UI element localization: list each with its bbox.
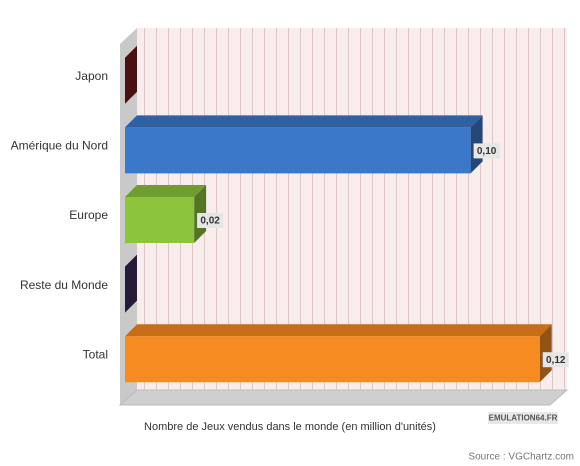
value-label: 0,10 (477, 146, 497, 157)
bar-front (125, 336, 540, 383)
value-label: 0,02 (200, 216, 220, 227)
bar (125, 45, 137, 104)
bar (125, 115, 483, 174)
logo: EMULATION64.FR (489, 414, 558, 423)
bar-top (125, 324, 552, 337)
y-tick-label: Amérique du Nord (11, 139, 108, 153)
logo-box (488, 412, 558, 424)
value-label-box (542, 352, 569, 368)
y-tick-label: Japon (75, 69, 108, 83)
plot-floor (118, 389, 569, 406)
value-label-box (197, 213, 224, 228)
value-label-box (473, 143, 500, 159)
bar-side (125, 254, 137, 313)
bar (125, 185, 207, 243)
bar-side (125, 45, 137, 104)
y-tick-label: Europe (69, 208, 108, 222)
value-label: 0,12 (546, 355, 566, 366)
y-tick-label: Reste du Monde (20, 278, 108, 292)
y-tick-label: Total (83, 347, 108, 361)
x-axis-label: Nombre de Jeux vendus dans le monde (en … (144, 421, 436, 433)
bar-front (125, 127, 471, 174)
bar-top (125, 185, 207, 197)
bar (125, 324, 552, 383)
bar (125, 254, 137, 313)
source: Source : VGChartz.com (468, 452, 574, 463)
bar-front (125, 197, 195, 243)
bar-top (125, 115, 483, 128)
